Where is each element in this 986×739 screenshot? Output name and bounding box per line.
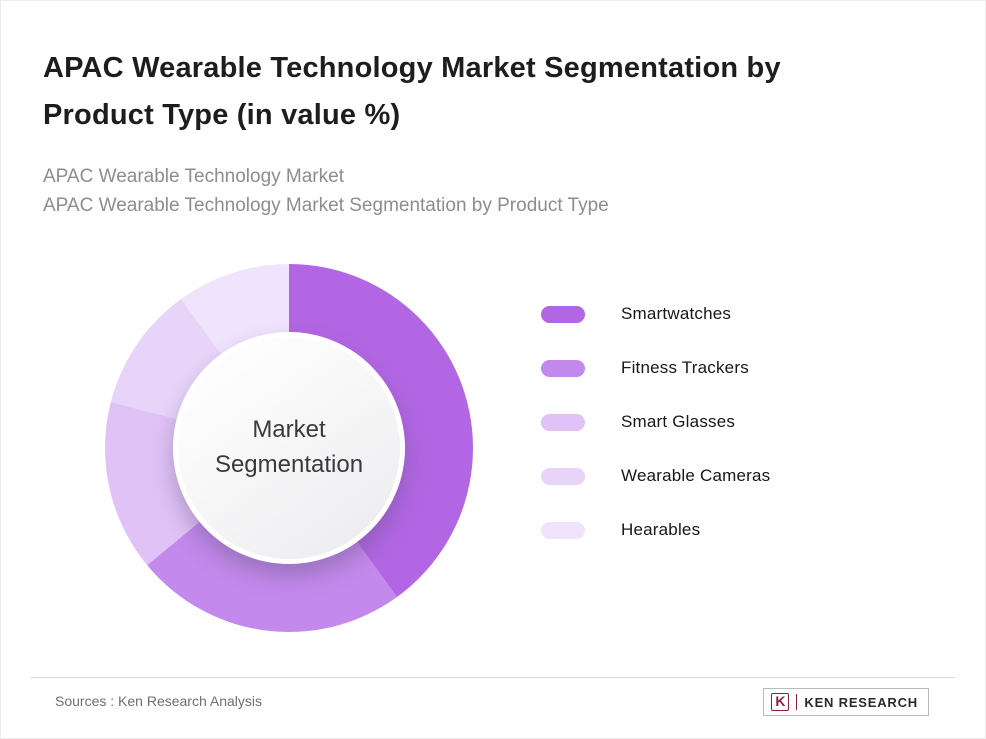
page-title: APAC Wearable Technology Market Segmenta… [43, 52, 781, 131]
legend-item-hearables: Hearables [541, 520, 770, 539]
legend-label: Fitness Trackers [621, 358, 749, 377]
legend-label: Wearable Cameras [621, 466, 771, 485]
legend-label: Smart Glasses [621, 412, 736, 431]
ken-research-logo: K KEN RESEARCH [763, 688, 929, 716]
chart-center-label: Market Segmentation [214, 416, 364, 478]
chart-legend: Smartwatches Fitness Trackers Smart Glas… [541, 304, 771, 539]
footer-divider [31, 677, 955, 678]
legend-item-wearable-cameras: Wearable Cameras [541, 466, 771, 485]
legend-swatch-wearable-cameras [541, 467, 585, 485]
legend-swatch-smartwatches [541, 305, 585, 323]
legend-label: Hearables [621, 520, 701, 539]
sources-text: Sources : Ken Research Analysis [55, 693, 262, 709]
legend-swatch-hearables [541, 521, 585, 539]
legend-item-smartwatches: Smartwatches [541, 304, 770, 323]
logo-brand-text: KEN RESEARCH [804, 694, 918, 710]
logo-separator [796, 694, 798, 710]
logo-k-icon: K [771, 693, 790, 711]
legend-swatch-smart-glasses [541, 413, 585, 431]
legend-label: Smartwatches [621, 304, 732, 323]
legend-item-fitness-trackers: Fitness Trackers [541, 358, 770, 377]
legend-swatch-fitness-trackers [541, 359, 585, 377]
subtitle-segmentation: APAC Wearable Technology Market Segmenta… [43, 195, 609, 216]
donut-chart-container: Market Segmentation [105, 264, 473, 632]
legend-item-smart-glasses: Smart Glasses [541, 412, 770, 431]
subtitle-market: APAC Wearable Technology Market [43, 166, 344, 187]
donut-center-disc: Market Segmentation [173, 332, 405, 564]
